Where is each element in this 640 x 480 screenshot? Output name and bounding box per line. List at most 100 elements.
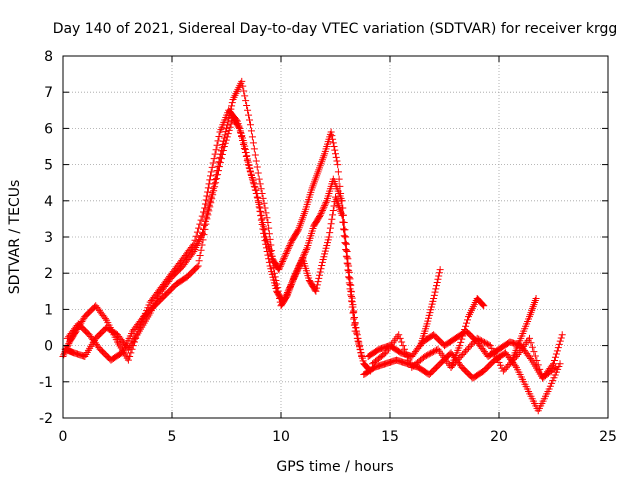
- data-point: [212, 179, 220, 187]
- data-point: [421, 352, 429, 360]
- data-point: [207, 199, 215, 207]
- data-point: [356, 345, 364, 353]
- data-point: [199, 208, 207, 216]
- y-tick-label: 5: [44, 158, 53, 174]
- data-point: [238, 132, 246, 140]
- data-point: [228, 102, 236, 110]
- data-point: [402, 349, 410, 357]
- data-point: [292, 271, 300, 279]
- data-point: [342, 252, 350, 260]
- data-point: [526, 354, 534, 362]
- data-point: [201, 225, 209, 233]
- y-tick-label: 3: [44, 230, 53, 246]
- data-point: [436, 266, 444, 274]
- data-point: [480, 338, 488, 346]
- data-point: [284, 289, 292, 297]
- data-point: [463, 346, 471, 354]
- data-point: [342, 239, 350, 247]
- data-point: [433, 346, 441, 354]
- data-point: [257, 216, 265, 224]
- data-point: [279, 256, 287, 264]
- data-point: [246, 116, 254, 124]
- data-point: [240, 145, 248, 153]
- series-spur-1: [417, 266, 444, 350]
- data-point: [283, 290, 291, 298]
- data-point: [458, 335, 466, 343]
- data-point: [398, 338, 406, 346]
- data-point: [326, 229, 334, 237]
- data-point: [126, 352, 134, 360]
- data-point: [294, 264, 302, 272]
- data-point: [237, 128, 245, 136]
- data-point: [246, 167, 254, 175]
- data-point: [289, 277, 297, 285]
- data-point: [460, 329, 468, 337]
- series-spur-3: [508, 295, 540, 364]
- data-point: [208, 195, 216, 203]
- data-point: [239, 82, 247, 90]
- data-point: [255, 203, 263, 211]
- data-point: [302, 245, 310, 253]
- data-points: [59, 77, 566, 415]
- data-point: [204, 188, 212, 196]
- data-point: [264, 219, 272, 227]
- data-point: [284, 287, 292, 295]
- data-point: [332, 153, 340, 161]
- data-point: [482, 339, 490, 347]
- data-point: [550, 356, 558, 364]
- data-point: [427, 349, 435, 357]
- data-point: [405, 356, 413, 364]
- data-point: [198, 241, 206, 249]
- y-tick-label: -2: [39, 411, 53, 427]
- data-point: [209, 159, 217, 167]
- data-point: [327, 128, 335, 136]
- data-point: [208, 163, 216, 171]
- data-point: [332, 150, 339, 158]
- data-point: [281, 253, 289, 261]
- data-point: [318, 206, 326, 214]
- data-point: [195, 257, 203, 265]
- data-point: [263, 247, 271, 255]
- data-point: [262, 244, 270, 252]
- data-point: [499, 367, 507, 375]
- data-point: [282, 249, 290, 257]
- data-point: [198, 212, 206, 220]
- data-point: [403, 352, 411, 360]
- data-point: [313, 281, 321, 289]
- data-point: [251, 151, 259, 159]
- data-point: [200, 231, 208, 239]
- data-point: [290, 274, 298, 282]
- data-point: [433, 278, 441, 286]
- data-point: [341, 226, 349, 234]
- data-point: [459, 350, 467, 358]
- data-point: [256, 207, 264, 215]
- data-point: [318, 208, 326, 216]
- data-point: [558, 331, 566, 339]
- data-point: [534, 361, 542, 369]
- data-point: [213, 175, 221, 183]
- data-point: [243, 101, 251, 109]
- data-point: [241, 92, 249, 100]
- data-point: [295, 263, 303, 271]
- data-point: [209, 191, 217, 199]
- data-point: [253, 190, 261, 198]
- data-point: [265, 255, 273, 263]
- data-point: [197, 216, 205, 224]
- data-point: [395, 331, 403, 339]
- y-tick-label: 0: [44, 339, 53, 355]
- series-spur-2: [447, 295, 488, 371]
- data-point: [204, 211, 212, 219]
- data-point: [344, 266, 352, 274]
- data-point: [350, 315, 358, 323]
- data-point: [254, 198, 262, 206]
- data-point: [424, 351, 432, 359]
- data-point: [320, 203, 328, 211]
- data-point: [533, 356, 541, 364]
- data-point: [556, 360, 564, 368]
- data-point: [470, 338, 478, 346]
- data-point: [422, 352, 430, 360]
- data-point: [435, 269, 443, 277]
- data-point: [434, 275, 442, 283]
- data-point: [257, 185, 265, 193]
- series-track-3: [63, 114, 359, 364]
